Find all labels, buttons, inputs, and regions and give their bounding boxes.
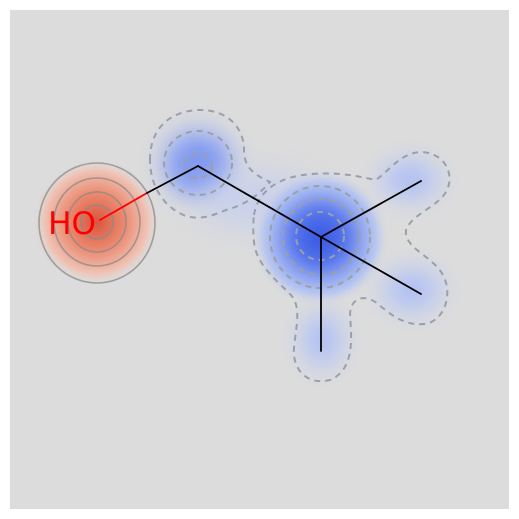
negative-blob-methyl-right	[368, 256, 456, 324]
negative-blob-methyl-top	[366, 148, 454, 212]
atom-label-hydroxyl: HO	[48, 206, 96, 242]
